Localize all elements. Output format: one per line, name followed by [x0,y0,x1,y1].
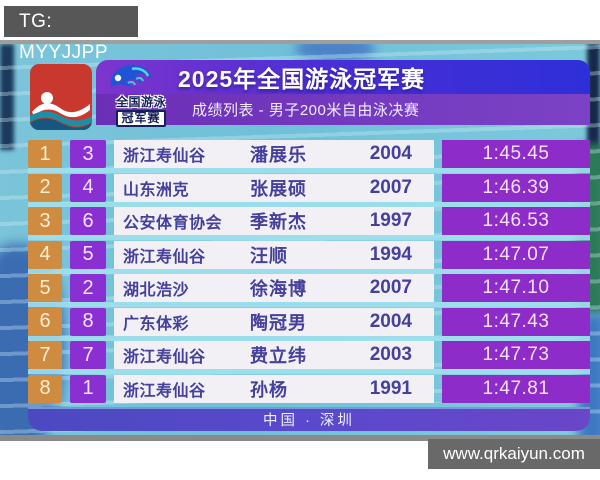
athlete-name: 潘展乐 [250,145,307,165]
rank-cell: 6 [28,307,62,336]
athlete-info-cell: 湖北浩沙 徐海博 2007 [114,274,434,302]
athlete-info-cell: 浙江寿仙谷 费立纬 2003 [114,341,434,369]
table-row: 1 3 浙江寿仙谷 潘展乐 2004 1:45.45 [28,140,590,168]
rank-cell: 4 [28,240,62,269]
rank-cell: 8 [28,374,62,403]
result-time-cell: 1:47.73 [442,341,590,369]
lane-cell: 2 [70,274,106,302]
athlete-info-cell: 山东洲克 张展硕 2007 [114,173,434,202]
birth-year: 1997 [369,210,412,231]
table-row: 4 5 浙江寿仙谷 汪顺 1994 1:47.07 [28,240,590,269]
athlete-name: 费立纬 [250,346,307,366]
athlete-name: 徐海博 [250,279,307,299]
table-row: 6 8 广东体彩 陶冠男 2004 1:47.43 [28,307,590,336]
birth-year: 2007 [369,277,412,298]
lane-cell: 8 [70,307,106,336]
swimmer-logo-icon [30,64,92,130]
club-name: 山东洲克 [123,181,190,199]
lane-cell: 7 [70,341,106,369]
results-scoreboard: 2025年全国游泳冠军赛 成绩列表 - 男子200米自由泳决赛 全国游泳 冠军赛… [28,60,590,431]
athlete-info-cell: 公安体育协会 季新杰 1997 [114,207,434,235]
athlete-info-cell: 浙江寿仙谷 潘展乐 2004 [114,140,434,168]
result-time-cell: 1:47.43 [442,307,590,336]
location-bar: 中国 · 深圳 [28,407,590,431]
athlete-name: 汪顺 [250,245,288,266]
badge-line2: 冠军赛 [116,110,166,127]
scoreboard-header: 2025年全国游泳冠军赛 成绩列表 - 男子200米自由泳决赛 [96,60,590,125]
athlete-name: 张展硕 [250,178,307,199]
title-band: 2025年全国游泳冠军赛 [96,60,590,94]
birth-year: 2004 [369,310,412,332]
lane-cell: 6 [70,207,106,235]
lane-cell: 5 [70,240,106,269]
athlete-name: 陶冠男 [250,312,307,333]
club-name: 广东体彩 [123,315,190,333]
pool-shadow-topleft [0,44,14,150]
rank-cell: 7 [28,341,62,369]
lane-cell: 3 [70,140,106,168]
rank-cell: 1 [28,140,62,168]
athlete-info-cell: 浙江寿仙谷 汪顺 1994 [114,240,434,269]
subtitle-band: 成绩列表 - 男子200米自由泳决赛 [96,94,590,125]
badge-line1: 全国游泳 [115,95,166,109]
table-row: 5 2 湖北浩沙 徐海博 2007 1:47.10 [28,274,590,302]
birth-year: 2004 [369,143,412,164]
birth-year: 2003 [369,344,412,365]
tg-channel-badge: TG: MYYJJPP [4,6,138,63]
table-row: 7 7 浙江寿仙谷 费立纬 2003 1:47.73 [28,341,590,369]
athlete-info-cell: 广东体彩 陶冠男 2004 [114,307,434,336]
watermark: www.qrkaiyun.com [428,439,600,469]
rank-cell: 3 [28,207,62,235]
result-time-cell: 1:47.07 [442,240,590,269]
club-name: 浙江寿仙谷 [123,382,206,400]
rank-cell: 5 [28,274,62,302]
athlete-info-cell: 浙江寿仙谷 孙杨 1991 [114,374,434,403]
club-name: 浙江寿仙谷 [123,148,206,165]
athlete-name: 季新杰 [250,212,307,232]
club-name: 公安体育协会 [123,215,223,232]
event-subtitle: 成绩列表 - 男子200米自由泳决赛 [192,102,420,119]
result-time-cell: 1:46.53 [442,207,590,235]
lane-cell: 4 [70,173,106,202]
result-time-cell: 1:47.10 [442,274,590,302]
athlete-name: 孙杨 [250,379,288,400]
results-table: 1 3 浙江寿仙谷 潘展乐 2004 1:45.45 2 4 山东洲克 张展硕 … [28,140,590,403]
pool-lane-shadow [295,44,375,62]
table-row: 3 6 公安体育协会 季新杰 1997 1:46.53 [28,207,590,235]
table-row: 8 1 浙江寿仙谷 孙杨 1991 1:47.81 [28,374,590,403]
table-row: 2 4 山东洲克 张展硕 2007 1:46.39 [28,173,590,202]
result-time-cell: 1:45.45 [442,140,590,168]
wave-icon [110,64,152,88]
lane-cell: 1 [70,374,106,403]
club-name: 浙江寿仙谷 [123,349,206,366]
championship-badge: 全国游泳 冠军赛 [109,96,173,127]
result-time-cell: 1:46.39 [442,173,590,202]
club-name: 浙江寿仙谷 [123,248,206,266]
birth-year: 1994 [369,243,412,265]
birth-year: 1991 [369,377,412,399]
rank-cell: 2 [28,173,62,202]
club-name: 湖北浩沙 [123,282,190,299]
birth-year: 2007 [369,176,412,198]
event-title: 2025年全国游泳冠军赛 [178,66,426,92]
result-time-cell: 1:47.81 [442,374,590,403]
